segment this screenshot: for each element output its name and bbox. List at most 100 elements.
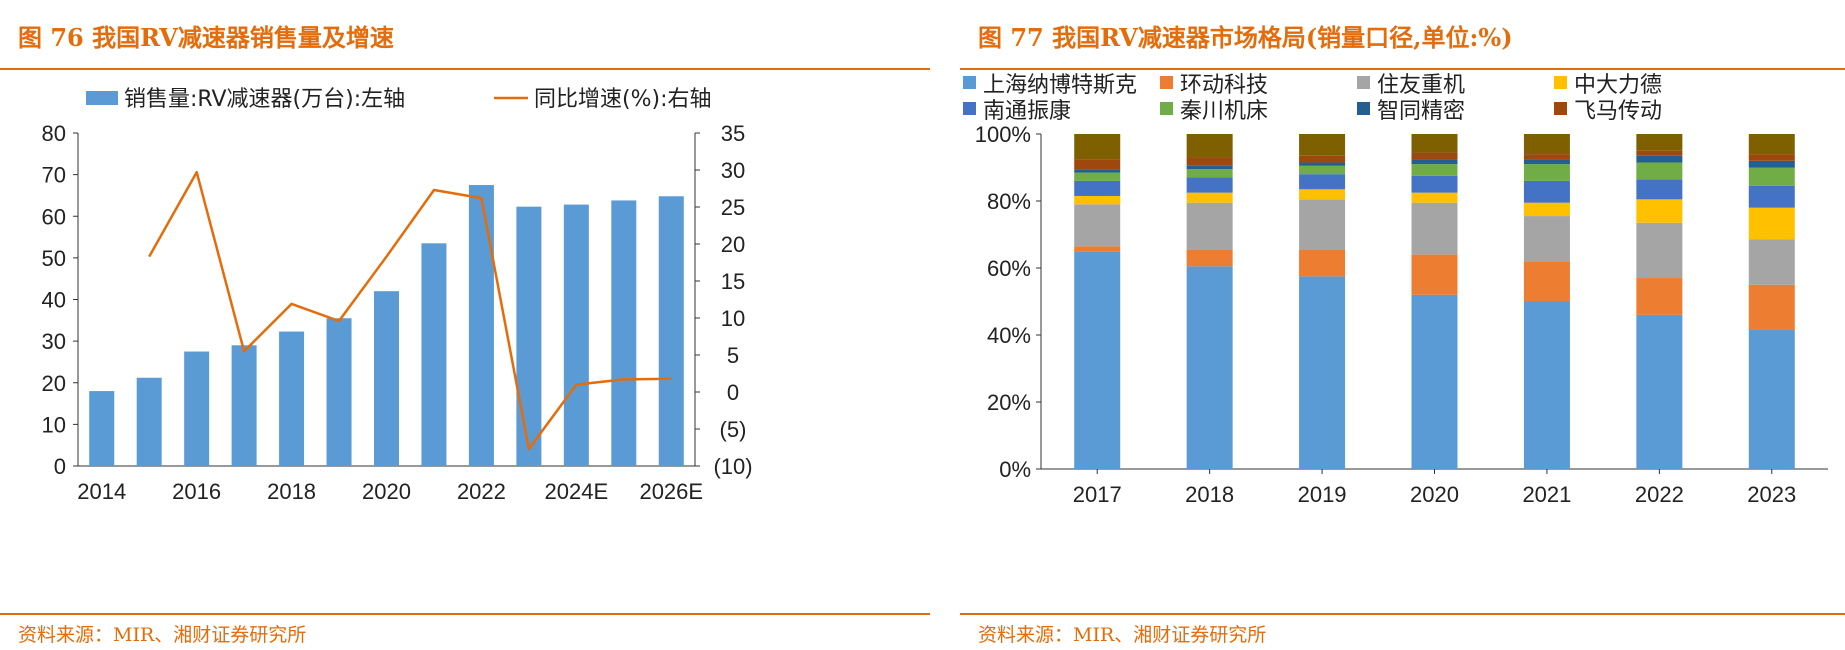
left-chart-panel: 图 76 我国RV减速器销售量及增速 销售量:RV减速器(万台):左轴 同比增速(… [0, 23, 930, 646]
x-tick-label: 2016 [172, 479, 221, 504]
stacked-bar-segment [1523, 301, 1570, 469]
stacked-bar-segment [1299, 134, 1346, 156]
y-left-tick-label: 20 [42, 371, 66, 396]
y-right-tick-label: 25 [721, 195, 745, 220]
stacked-bar-segment [1074, 195, 1121, 205]
y-left-tick-label: 70 [42, 163, 66, 188]
stacked-bar-segment [1411, 152, 1458, 160]
stacked-bar-segment [1411, 164, 1458, 176]
legend-swatch [1554, 76, 1567, 89]
stacked-bar-segment [1523, 216, 1570, 262]
y-right-tick-label: 5 [727, 343, 739, 368]
stacked-bar-segment [1299, 155, 1346, 163]
legend-swatch [1357, 102, 1370, 115]
y-right-tick-label: 10 [721, 306, 745, 331]
bar-sales [279, 331, 305, 466]
stacked-bar-segment [1299, 276, 1346, 469]
stacked-bar-segment [1636, 222, 1683, 279]
stacked-bar-segment [1748, 207, 1795, 240]
stacked-bar-segment [1411, 294, 1458, 469]
right-title-rule [960, 68, 1845, 70]
stacked-bar-segment [1074, 246, 1121, 252]
legend-swatch [1357, 76, 1370, 89]
x-tick-label: 2023 [1747, 482, 1796, 507]
left-title-rule [0, 68, 930, 70]
stacked-bar-segment [1186, 192, 1233, 203]
bar-sales [563, 204, 589, 466]
x-tick-label: 2022 [457, 479, 506, 504]
x-tick-label: 2020 [362, 479, 411, 504]
stacked-bar-segment [1186, 249, 1233, 267]
stacked-bar-segment [1748, 154, 1795, 161]
line-growth [148, 170, 672, 451]
x-tick-label: 2022 [1635, 482, 1684, 507]
stacked-bar-segment [1074, 134, 1121, 160]
stacked-bar-segment [1074, 159, 1121, 170]
stacked-bar-segment [1299, 199, 1346, 250]
x-tick-label: 2020 [1410, 482, 1459, 507]
stacked-bar-segment [1411, 202, 1458, 255]
bar-sales [611, 200, 637, 466]
stacked-bar-segment [1523, 164, 1570, 181]
legend-label: 南通振康 [983, 99, 1071, 124]
y-right-tick-label: 30 [721, 158, 745, 183]
y-tick-label: 60% [987, 256, 1031, 281]
stacked-bar-segment [1074, 172, 1121, 181]
stacked-bar-segment [1748, 134, 1795, 155]
y-tick-label: 40% [987, 323, 1031, 348]
stacked-bar-segment [1748, 239, 1795, 285]
legend-swatch [1160, 76, 1173, 89]
y-left-tick-label: 0 [54, 454, 66, 479]
stacked-bar-segment [1523, 134, 1570, 155]
bar-sales [231, 345, 257, 466]
y-left-tick-label: 60 [42, 204, 66, 229]
stacked-bar-segment [1299, 249, 1346, 277]
left-source-note: 资料来源：MIR、湘财证券研究所 [18, 624, 307, 646]
stacked-bar-segment [1636, 314, 1683, 469]
bar-sales [658, 196, 684, 466]
stacked-bar-segment [1186, 202, 1233, 250]
y-left-tick-label: 30 [42, 329, 66, 354]
stacked-bar-segment [1748, 284, 1795, 330]
right-source-rule [960, 613, 1845, 615]
y-right-tick-label: 20 [721, 232, 745, 257]
stacked-bar-segment [1523, 261, 1570, 302]
legend-label: 上海纳博特斯克 [983, 73, 1137, 98]
y-tick-label: 20% [987, 390, 1031, 415]
x-tick-label: 2026E [639, 479, 703, 504]
bar-sales [468, 185, 494, 466]
stacked-bar-segment [1186, 177, 1233, 193]
stacked-bar-segment [1074, 180, 1121, 196]
y-left-tick-label: 80 [42, 121, 66, 146]
legend-swatch [963, 76, 976, 89]
stacked-bar-segment [1411, 134, 1458, 153]
y-right-tick-label: (5) [720, 417, 747, 442]
bar-sales [184, 351, 210, 466]
stacked-bar-segment [1748, 329, 1795, 469]
stacked-bar-segment [1636, 278, 1683, 315]
stacked-bar-segment [1074, 251, 1121, 469]
legend-label-sales: 销售量:RV减速器(万台):左轴 [124, 87, 405, 112]
stacked-bar-segment [1523, 180, 1570, 203]
y-left-tick-label: 10 [42, 412, 66, 437]
stacked-bar-segment [1074, 169, 1121, 173]
stacked-bar-segment [1186, 169, 1233, 178]
y-tick-label: 0% [999, 457, 1031, 482]
x-tick-label: 2024E [545, 479, 609, 504]
x-tick-label: 2014 [77, 479, 126, 504]
stacked-bar-segment [1074, 204, 1121, 247]
legend-label: 智同精密 [1377, 99, 1465, 124]
stacked-bar-segment [1186, 266, 1233, 469]
y-tick-label: 80% [987, 189, 1031, 214]
y-tick-label: 100% [975, 122, 1031, 147]
stacked-bar-segment [1636, 179, 1683, 200]
legend-swatch-sales [86, 91, 118, 105]
y-left-tick-label: 50 [42, 246, 66, 271]
legend-label-growth: 同比增速(%):右轴 [534, 87, 711, 112]
y-right-tick-label: 15 [721, 269, 745, 294]
bar-sales [136, 377, 162, 466]
legend-swatch [1160, 102, 1173, 115]
y-right-tick-label: (10) [713, 454, 752, 479]
y-right-tick-label: 35 [721, 121, 745, 146]
